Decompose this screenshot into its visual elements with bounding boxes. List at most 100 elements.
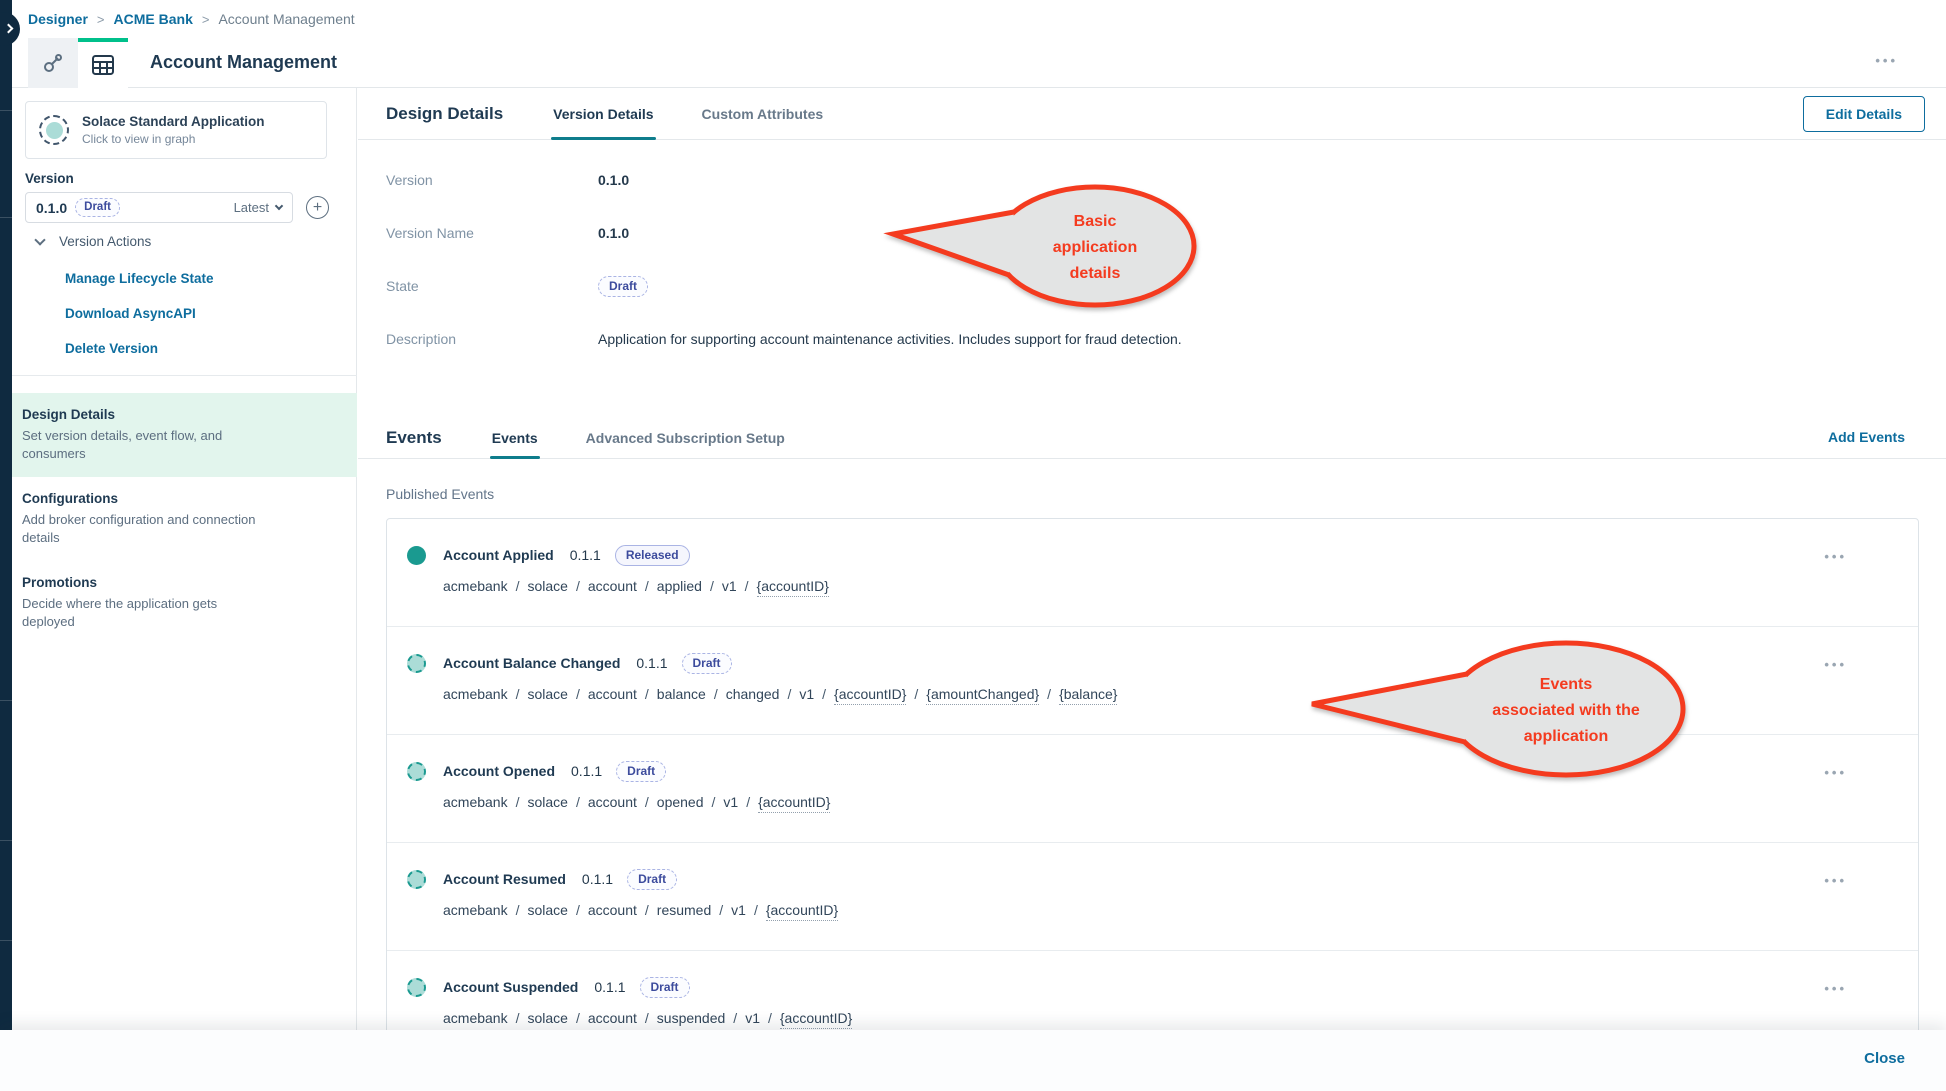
tab-table-view[interactable]: [78, 38, 128, 88]
tab-custom-attributes[interactable]: Custom Attributes: [701, 105, 824, 122]
breadcrumb-item-acme-bank[interactable]: ACME Bank: [113, 11, 193, 27]
action-download-asyncapi[interactable]: Download AsyncAPI: [65, 306, 196, 321]
topic-separator: /: [822, 686, 827, 702]
topic-segment: resumed: [656, 902, 712, 918]
close-button[interactable]: Close: [1864, 1050, 1905, 1067]
divider: [12, 375, 357, 376]
tab-advanced-subscription-setup[interactable]: Advanced Subscription Setup: [585, 429, 785, 446]
event-name[interactable]: Account Suspended: [443, 979, 579, 995]
topic-separator: /: [515, 1010, 520, 1026]
topic-segment: solace: [527, 794, 568, 810]
add-events-button[interactable]: Add Events: [1827, 429, 1905, 445]
chevron-down-icon: [34, 234, 46, 246]
event-topic: acmebank / solace / account / suspended / v1 / {ac…: [443, 1010, 853, 1029]
topic-segment: {accountID}: [758, 794, 831, 813]
table-icon: [92, 55, 114, 75]
topic-segment: v1: [745, 1010, 760, 1026]
top-header: Designer > ACME Bank > Account Management Ac…: [12, 0, 1946, 88]
tab-events[interactable]: Events: [489, 417, 540, 459]
topic-segment: {accountID}: [756, 578, 829, 597]
event-topic: acmebank / solace / account / opened / v1 / {accou…: [443, 794, 831, 813]
sidebar-item-description: Set version details, event flow, and con…: [22, 428, 223, 461]
event-title-line: Account Applied 0.1.1 Released: [443, 544, 829, 566]
topic-segment: solace: [527, 578, 568, 594]
topic-segment: solace: [527, 686, 568, 702]
event-state-icon: [407, 654, 426, 673]
event-version: 0.1.1: [594, 979, 626, 995]
event-state-icon: [407, 978, 426, 997]
event-row-account-opened: Account Opened 0.1.1 Draft acmebank / solace /…: [387, 734, 1918, 842]
topic-separator: /: [515, 578, 520, 594]
field-label: Description: [386, 331, 457, 347]
event-state-icon: [407, 546, 426, 565]
version-actions-toggle[interactable]: Version Actions: [34, 234, 151, 249]
event-name[interactable]: Account Opened: [443, 763, 556, 779]
event-actions-menu[interactable]: •••: [1824, 657, 1847, 672]
topic-separator: /: [787, 686, 792, 702]
events-heading: Events: [386, 427, 442, 447]
field-label: Version: [386, 172, 433, 188]
event-version: 0.1.1: [636, 655, 668, 671]
topic-separator: /: [713, 686, 718, 702]
field-value: 0.1.0: [598, 225, 630, 241]
callout-events-associated-with-application: Events associated with the application: [1311, 640, 1686, 778]
sidebar-item-design-details[interactable]: Design Details Set version details, event…: [12, 393, 357, 477]
topic-segment: v1: [799, 686, 815, 702]
event-state-badge: Draft: [616, 760, 667, 782]
field-label: State: [386, 278, 419, 294]
topic-separator: /: [914, 686, 919, 702]
topic-separator: /: [575, 794, 580, 810]
topic-separator: /: [753, 902, 758, 918]
sidebar-item-title: Design Details: [22, 407, 116, 422]
topic-separator: /: [515, 794, 520, 810]
topic-segment: v1: [721, 578, 737, 594]
event-state-icon: [407, 870, 426, 889]
topic-segment: solace: [527, 902, 568, 918]
add-version-button[interactable]: +: [306, 196, 329, 219]
rail-divider: [0, 940, 12, 941]
event-row-account-resumed: Account Resumed 0.1.1 Draft acmebank / solace…: [387, 842, 1918, 950]
application-card[interactable]: Solace Standard Application Click to vie…: [25, 101, 327, 159]
tab-version-details[interactable]: Version Details: [551, 88, 656, 140]
topic-separator: /: [644, 686, 649, 702]
bottom-bar: Close: [0, 1030, 1946, 1091]
event-actions-menu[interactable]: •••: [1824, 765, 1847, 780]
version-actions-list: Manage Lifecycle State Download AsyncAPI D…: [65, 271, 214, 376]
chevron-right-icon: [3, 23, 14, 34]
chevron-down-icon: [274, 201, 284, 211]
callout-basic-application-details: Basic application details: [883, 184, 1197, 308]
event-name[interactable]: Account Balance Changed: [443, 655, 621, 671]
event-actions-menu[interactable]: •••: [1824, 549, 1847, 564]
sidebar-item-promotions[interactable]: Promotions Decide where the application g…: [12, 561, 357, 645]
breadcrumb-item-account-management: Account Management: [218, 11, 355, 27]
tab-graph-view[interactable]: [28, 38, 78, 88]
action-manage-lifecycle-state[interactable]: Manage Lifecycle State: [65, 271, 214, 286]
breadcrumb-item-designer[interactable]: Designer: [28, 11, 88, 27]
topic-segment: account: [587, 686, 637, 702]
rail-divider: [0, 110, 12, 111]
sidebar-item-title: Promotions: [22, 575, 98, 590]
field-version-name: Version Name 0.1.0: [386, 224, 1918, 242]
topic-segment: acmebank: [443, 686, 508, 702]
sidebar-item-description: Decide where the application gets deploy…: [22, 596, 218, 629]
event-name[interactable]: Account Resumed: [443, 871, 566, 887]
event-state-badge: Draft: [627, 868, 678, 890]
action-delete-version[interactable]: Delete Version: [65, 341, 159, 356]
version-select[interactable]: 0.1.0 Draft Latest: [25, 192, 293, 223]
event-actions-menu[interactable]: •••: [1824, 873, 1847, 888]
edit-details-button[interactable]: Edit Details: [1802, 96, 1925, 132]
topic-separator: /: [575, 1010, 580, 1026]
view-tabs: [28, 38, 128, 88]
sidebar-item-description: Add broker configuration and connection …: [22, 512, 256, 545]
sidebar-item-configurations[interactable]: Configurations Add broker configuration a…: [12, 477, 357, 561]
expand-nav-button[interactable]: [0, 12, 20, 46]
header-more-menu[interactable]: •••: [1875, 53, 1898, 68]
event-name[interactable]: Account Applied: [443, 547, 554, 563]
event-topic: acmebank / solace / account / balance / changed /…: [443, 686, 1118, 705]
topic-separator: /: [1047, 686, 1052, 702]
event-actions-menu[interactable]: •••: [1824, 981, 1847, 996]
event-version: 0.1.1: [569, 547, 601, 563]
event-row-account-applied: Account Applied 0.1.1 Released acmebank / sol…: [387, 519, 1918, 626]
